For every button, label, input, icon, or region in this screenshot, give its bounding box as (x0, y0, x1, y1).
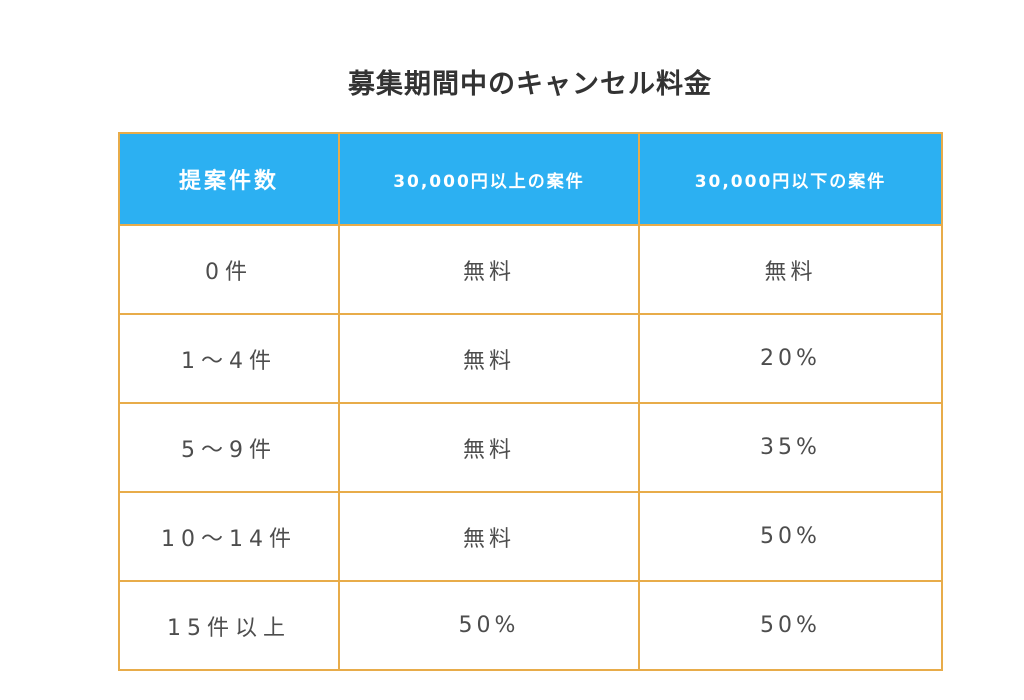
fee-under-30000-cell: 50% (638, 580, 943, 671)
table-row: 5～9件 無料 35% (118, 402, 943, 493)
proposal-count-cell: 1～4件 (118, 313, 340, 404)
table-row: 10～14件 無料 50% (118, 491, 943, 582)
table-row: 0件 無料 無料 (118, 224, 943, 315)
proposal-count-cell: 0件 (118, 224, 340, 315)
fee-over-30000-cell: 50% (338, 580, 640, 671)
fee-under-30000-cell: 50% (638, 491, 943, 582)
fee-over-30000-cell: 無料 (338, 224, 640, 315)
fee-under-30000-cell: 無料 (638, 224, 943, 315)
fee-under-30000-cell: 20% (638, 313, 943, 404)
header-under-30000: 30,000円以下の案件 (638, 132, 943, 226)
fee-under-30000-cell: 35% (638, 402, 943, 493)
header-row: 提案件数 30,000円以上の案件 30,000円以下の案件 (118, 132, 943, 226)
proposal-count-cell: 5～9件 (118, 402, 340, 493)
table-row: 15件以上 50% 50% (118, 580, 943, 671)
fee-over-30000-cell: 無料 (338, 491, 640, 582)
table-row: 1～4件 無料 20% (118, 313, 943, 404)
fee-over-30000-cell: 無料 (338, 313, 640, 404)
header-over-30000: 30,000円以上の案件 (338, 132, 640, 226)
header-proposal-count: 提案件数 (118, 132, 340, 226)
cancellation-fee-table: 提案件数 30,000円以上の案件 30,000円以下の案件 0件 無料 無料 … (118, 132, 943, 671)
page-title: 募集期間中のキャンセル料金 (348, 69, 712, 100)
proposal-count-cell: 15件以上 (118, 580, 340, 671)
fee-over-30000-cell: 無料 (338, 402, 640, 493)
table-header: 提案件数 30,000円以上の案件 30,000円以下の案件 (118, 132, 943, 226)
table-body: 0件 無料 無料 1～4件 無料 20% 5～9件 無料 35% 10～14件 … (118, 224, 943, 671)
proposal-count-cell: 10～14件 (118, 491, 340, 582)
